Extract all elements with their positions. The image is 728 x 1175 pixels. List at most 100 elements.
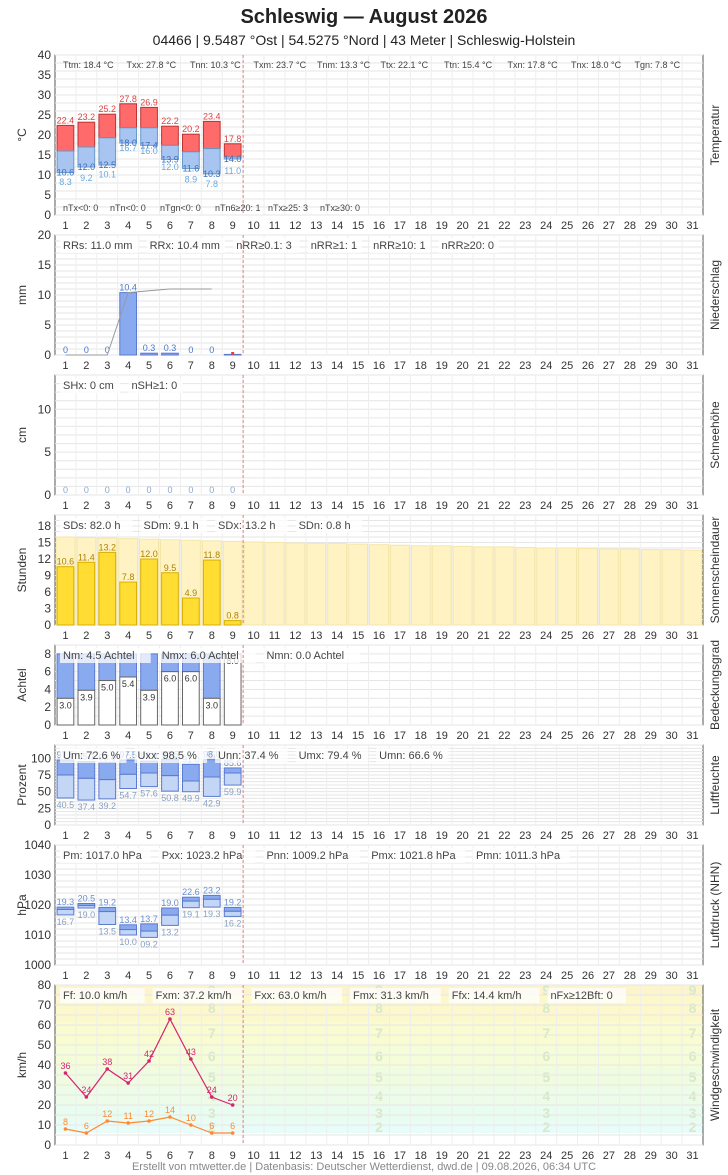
cloud-clear-bar xyxy=(140,689,158,726)
wind-avg-point xyxy=(147,1119,151,1123)
y-tick-label: 0 xyxy=(44,718,51,732)
x-tick-label: 18 xyxy=(415,500,427,512)
y-axis-label: °C xyxy=(15,128,29,142)
x-tick-label: 10 xyxy=(247,970,259,982)
x-tick-label: 22 xyxy=(498,1150,510,1162)
cloud-clear-bar xyxy=(182,671,200,726)
x-tick-label: 5 xyxy=(146,970,152,982)
x-tick-label: 20 xyxy=(456,360,468,372)
stats-row: Ff: 10.0 km/h Fxm: 37.2 km/h Fxx: 63.0 km/… xyxy=(60,988,627,1003)
y-axis-label: km/h xyxy=(15,1052,29,1078)
x-tick-label: 18 xyxy=(415,730,427,742)
stat-label: nTx≥25: 3 xyxy=(268,203,308,213)
precip-label: 0 xyxy=(63,345,68,355)
beaufort-label: 7 xyxy=(208,1025,216,1041)
x-tick-label: 29 xyxy=(645,970,657,982)
y-tick-label: 40 xyxy=(38,48,52,62)
cloud-label: 6.0 xyxy=(164,674,177,684)
stat-label: RRs: 11.0 mm xyxy=(63,240,132,252)
x-tick-label: 11 xyxy=(269,500,280,512)
sun-possible-bar xyxy=(619,548,640,626)
sun-bar xyxy=(182,597,200,626)
sun-bar xyxy=(202,559,221,626)
x-tick-label: 17 xyxy=(394,730,406,742)
x-tick-label: 15 xyxy=(352,630,364,642)
humidity-upper-bar xyxy=(98,761,117,781)
cloud-label: 3.0 xyxy=(59,700,72,710)
y-tick-label: 30 xyxy=(38,88,52,102)
humidity-lower-bar xyxy=(202,776,221,797)
stats-row: RRs: 11.0 mm RRx: 10.4 mm nRR≥0.1: 3 nRR≥1:… xyxy=(60,238,499,253)
stat-label: Tnm: 13.3 °C xyxy=(317,60,371,70)
wind-gust-label: 38 xyxy=(102,1057,112,1067)
y-tick-label: 1030 xyxy=(24,868,51,882)
x-tick-label: 8 xyxy=(209,1150,215,1162)
temp-max-label: 23.2 xyxy=(78,112,96,122)
stat-backdrop xyxy=(134,748,208,763)
x-tick-label: 14 xyxy=(331,1150,343,1162)
x-tick-label: 10 xyxy=(247,220,259,232)
x-tick-label: 5 xyxy=(146,730,152,742)
wind-avg-label: 11 xyxy=(123,1111,132,1121)
stat-backdrop xyxy=(251,988,343,1003)
x-tick-label: 4 xyxy=(125,500,131,512)
y-tick-label: 10 xyxy=(38,288,52,302)
wind-gust-label: 42 xyxy=(144,1049,154,1059)
side-label: Temperatur xyxy=(708,105,722,166)
temp-ground-min-label: 12.0 xyxy=(161,162,179,172)
temp-ground-min-label: 10.1 xyxy=(98,170,116,180)
precip-bar xyxy=(161,352,179,356)
x-tick-label: 15 xyxy=(352,730,364,742)
x-tick-label: 8 xyxy=(209,730,215,742)
x-tick-label: 28 xyxy=(624,970,636,982)
temp-max-bar xyxy=(77,121,96,148)
x-tick-label: 28 xyxy=(624,220,636,232)
stat-backdrop xyxy=(158,648,256,663)
x-tick-label: 9 xyxy=(230,1150,236,1162)
beaufort-label: 6 xyxy=(375,1048,383,1064)
x-tick-label: 2 xyxy=(83,830,89,842)
x-tick-label: 23 xyxy=(519,730,531,742)
precip-bar xyxy=(140,352,158,356)
x-tick-label: 6 xyxy=(167,220,173,232)
pressure-lower-bar xyxy=(202,898,221,908)
x-tick-label: 15 xyxy=(352,500,364,512)
x-tick-label: 7 xyxy=(188,830,194,842)
y-axis-label: mm xyxy=(15,285,29,305)
stat-backdrop xyxy=(152,988,244,1003)
temp-max-label: 25.2 xyxy=(98,104,116,114)
x-tick-label: 25 xyxy=(561,730,573,742)
x-tick-label: 12 xyxy=(289,360,301,372)
stat-label: Ffx: 14.4 km/h xyxy=(452,990,522,1002)
x-tick-label: 16 xyxy=(373,360,385,372)
precip-label: 0 xyxy=(105,345,110,355)
pressure-min-label: 13.2 xyxy=(161,927,179,937)
y-tick-label: 0 xyxy=(44,208,51,222)
x-tick-label: 1 xyxy=(62,500,68,512)
x-tick-label: 26 xyxy=(582,970,594,982)
x-tick-label: 14 xyxy=(331,730,343,742)
pressure-min-label: 19.1 xyxy=(182,910,200,920)
y-tick-label: 100 xyxy=(31,751,51,765)
x-tick-label: 17 xyxy=(394,830,406,842)
temp-min-bar xyxy=(98,137,117,166)
beaufort-label: 3 xyxy=(689,1105,697,1121)
stat-backdrop xyxy=(295,518,363,533)
x-tick-label: 18 xyxy=(415,360,427,372)
stat-label: Nmn: 0.0 Achtel xyxy=(266,650,344,662)
snow-label: 0 xyxy=(63,485,68,495)
beaufort-label: 4 xyxy=(375,1088,383,1104)
sun-label: 12.0 xyxy=(140,549,158,559)
x-tick-label: 14 xyxy=(331,970,343,982)
x-tick-label: 6 xyxy=(167,630,173,642)
x-tick-label: 24 xyxy=(540,630,552,642)
stat-backdrop xyxy=(158,848,256,863)
y-axis-label: hPa xyxy=(15,894,29,916)
x-tick-label: 3 xyxy=(104,500,110,512)
x-tick-label: 23 xyxy=(519,630,531,642)
beaufort-band xyxy=(55,1067,703,1087)
sun-possible-bar xyxy=(389,544,410,626)
y-tick-label: 5 xyxy=(44,318,51,332)
sun-possible-bar xyxy=(557,547,578,626)
